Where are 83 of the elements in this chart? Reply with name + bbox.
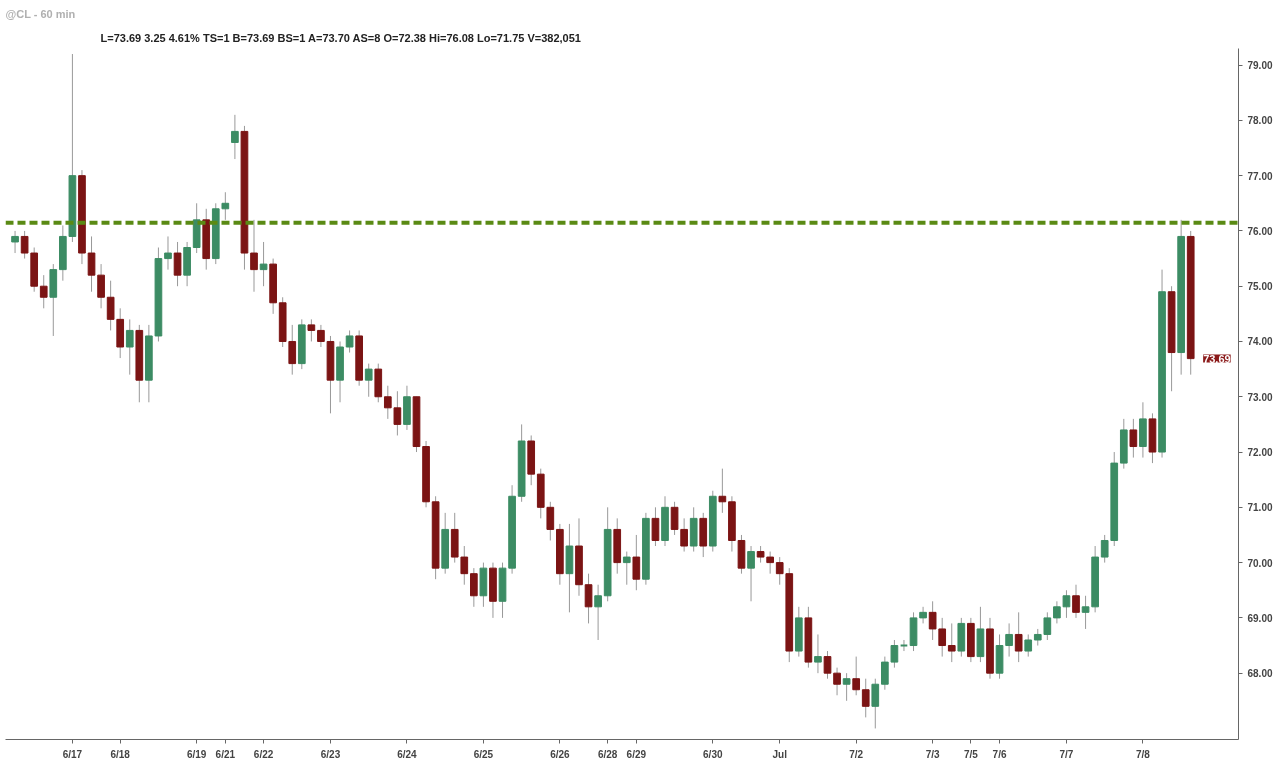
x-tick-label: 6/24: [397, 748, 418, 760]
candlestick: [919, 606, 927, 624]
candlestick: [393, 390, 402, 436]
x-tick-label: 7/8: [1135, 748, 1151, 760]
x-tick-label: 6/17: [62, 748, 83, 760]
chart-subtitle: L=73.69 3.25 4.61% TS=1 B=73.69 BS=1 A=73.70 AS=8 O=72.38 Hi=76.08 Lo=71.75 V=382,051: [100, 31, 581, 44]
x-tick-label: 7/6: [992, 748, 1007, 760]
x-tick-label: 6/25: [473, 748, 494, 760]
x-tick-label: 6/30: [703, 748, 723, 760]
candlestick: [97, 263, 105, 309]
candlestick: [1081, 595, 1090, 630]
candlestick: [842, 672, 851, 702]
y-tick-label: 75.00: [1247, 281, 1273, 293]
candlestick: [852, 656, 861, 696]
candlestick: [928, 600, 937, 641]
y-tick-label: 74.00: [1247, 336, 1273, 348]
candlestick: [125, 318, 134, 376]
candlestick: [890, 639, 899, 669]
y-tick-label: 79.00: [1247, 60, 1273, 72]
candlestick: [833, 667, 841, 696]
y-tick-label: 78.00: [1247, 115, 1273, 127]
chart-title: @CL - 60 min: [5, 7, 76, 20]
x-tick-label: 7/2: [849, 748, 864, 760]
candlestick: [680, 517, 688, 553]
candlestick: [231, 114, 239, 160]
candlestick: [364, 363, 373, 398]
candlestick: [106, 280, 115, 331]
candlestick: [383, 385, 392, 420]
y-tick-label: 72.00: [1247, 447, 1273, 459]
y-tick-label: 76.00: [1247, 225, 1273, 237]
y-tick-label: 68.00: [1247, 668, 1273, 680]
candlestick: [1129, 418, 1138, 459]
candlestick: [345, 329, 354, 354]
candlestick: [11, 230, 19, 254]
candlestick: [947, 622, 956, 663]
candlestick: [594, 584, 602, 641]
x-tick-label: Jul: [772, 748, 788, 760]
candlestick: [307, 318, 316, 342]
x-tick-label: 6/22: [253, 748, 274, 760]
candlestick: [87, 235, 96, 293]
candlestick: [766, 551, 774, 575]
x-tick-label: 6/19: [186, 748, 207, 760]
candlestick: [622, 551, 631, 586]
candlestick: [899, 639, 909, 652]
candlestick: [259, 241, 268, 287]
candlestick: [173, 241, 182, 287]
x-tick-label: 6/28: [597, 748, 618, 760]
candlestick: [250, 219, 258, 293]
x-tick-label: 6/26: [550, 748, 571, 760]
candlestick: [718, 468, 727, 514]
candlestick: [871, 678, 880, 729]
candlestick: [938, 617, 947, 658]
candlestick: [20, 230, 29, 260]
x-tick-label: 6/21: [215, 748, 236, 760]
x-tick-label: 7/3: [925, 748, 941, 760]
y-tick-label: 77.00: [1247, 170, 1273, 182]
candlestick: [584, 573, 593, 624]
candlestick: [39, 274, 48, 309]
y-tick-label: 70.00: [1247, 557, 1273, 569]
candlestick: [1024, 633, 1033, 658]
x-tick-label: 6/29: [626, 748, 647, 760]
candlestick: [814, 633, 822, 674]
candlestick: [1014, 611, 1023, 663]
text: 73.69: [1203, 352, 1231, 365]
candlestick: [221, 191, 230, 221]
candlestick: [670, 501, 679, 536]
candlestick: [470, 567, 478, 608]
candlestick: [460, 545, 469, 586]
y-tick-label: 73.00: [1247, 391, 1273, 403]
y-tick-label: 69.00: [1247, 612, 1273, 624]
x-tick-label: 6/23: [320, 748, 341, 760]
candlestick: [1072, 584, 1080, 619]
candlestick: [881, 656, 889, 691]
candlestick: [747, 545, 755, 602]
x-tick-label: 7/5: [963, 748, 979, 760]
y-tick-label: 71.00: [1247, 502, 1273, 514]
x-tick-label: 7/7: [1059, 748, 1074, 760]
candlestick: [823, 650, 832, 680]
candlestick: [861, 678, 870, 718]
candlestick: [651, 506, 660, 547]
candlestick: [632, 534, 641, 591]
candlestick: [164, 235, 172, 271]
x-tick-label: 6/18: [110, 748, 131, 760]
